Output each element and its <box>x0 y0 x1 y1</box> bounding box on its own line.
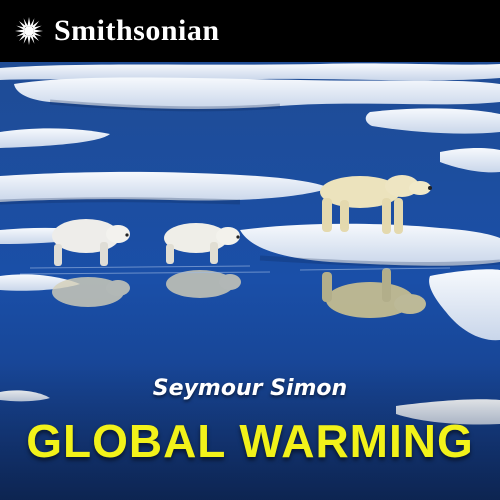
brand-bar: Smithsonian <box>0 0 500 62</box>
bottom-shade <box>0 362 500 500</box>
ice-shadows <box>0 99 500 268</box>
book-title: GLOBAL WARMING <box>26 415 474 467</box>
water-ripples <box>19 265 451 275</box>
polar-bear-cub-middle <box>164 223 240 264</box>
ice-floes <box>0 63 500 425</box>
brand-name: Smithsonian <box>54 14 220 47</box>
sunburst-icon <box>15 17 43 45</box>
polar-bear-cub-middle-reflection <box>166 270 241 298</box>
cover-photo <box>0 62 500 500</box>
author-name: Seymour Simon <box>152 376 348 401</box>
polar-bear-cub-front-reflection <box>52 277 130 307</box>
brand-row: Smithsonian <box>14 14 220 48</box>
polar-bear-adult <box>320 175 432 234</box>
polar-bear-cub-front <box>52 219 130 266</box>
polar-bear-adult-reflection <box>322 268 426 318</box>
